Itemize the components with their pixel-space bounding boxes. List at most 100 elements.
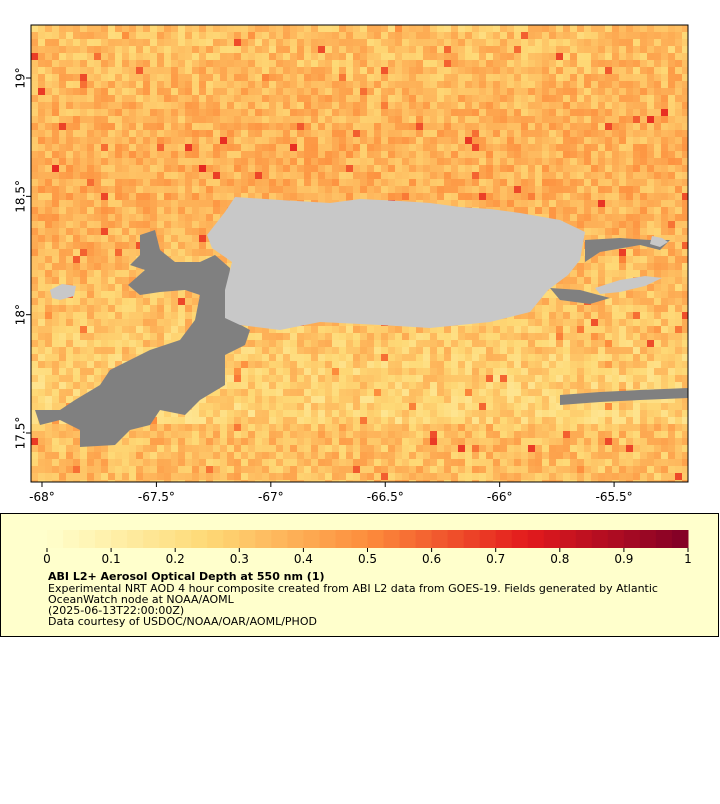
aod-pixel [290,102,297,109]
aod-pixel [227,116,234,123]
aod-pixel [549,116,556,123]
aod-pixel [444,144,451,151]
aod-pixel [220,186,227,193]
aod-pixel [227,186,234,193]
aod-pixel [318,74,325,81]
aod-pixel [66,270,73,277]
aod-pixel [31,81,38,88]
aod-pixel [381,151,388,158]
aod-pixel [605,172,612,179]
aod-pixel [444,95,451,102]
aod-pixel [73,319,80,326]
aod-pixel [248,67,255,74]
aod-pixel [241,81,248,88]
aod-pixel [430,172,437,179]
aod-pixel [654,95,661,102]
aod-pixel [437,200,444,207]
aod-pixel [150,95,157,102]
aod-pixel [542,389,549,396]
aod-pixel [143,67,150,74]
aod-pixel [605,354,612,361]
aod-pixel [619,256,626,263]
aod-pixel [199,165,206,172]
aod-pixel [430,88,437,95]
aod-pixel [409,158,416,165]
aod-pixel [451,200,458,207]
aod-pixel [654,228,661,235]
aod-pixel [227,200,234,207]
aod-pixel [52,179,59,186]
aod-pixel [269,53,276,60]
aod-pixel [31,74,38,81]
aod-pixel [605,130,612,137]
aod-pixel [101,158,108,165]
aod-pixel [416,137,423,144]
aod-pixel [31,326,38,333]
aod-pixel [45,25,52,32]
aod-pixel [101,116,108,123]
aod-pixel [73,95,80,102]
aod-pixel [283,354,290,361]
aod-pixel [297,382,304,389]
aod-pixel [269,333,276,340]
aod-pixel [675,305,682,312]
aod-pixel [682,249,688,256]
aod-pixel [486,347,493,354]
aod-pixel [591,102,598,109]
aod-pixel [381,109,388,116]
aod-pixel [514,88,521,95]
aod-pixel [668,186,675,193]
aod-pixel [535,172,542,179]
aod-pixel [493,144,500,151]
aod-pixel [38,32,45,39]
aod-pixel [479,67,486,74]
aod-pixel [577,165,584,172]
aod-pixel [248,151,255,158]
aod-pixel [45,53,52,60]
aod-pixel [570,361,577,368]
aod-pixel [556,382,563,389]
aod-pixel [668,214,675,221]
aod-pixel [38,207,45,214]
aod-pixel [549,347,556,354]
aod-pixel [94,347,101,354]
aod-pixel [346,74,353,81]
aod-pixel [598,25,605,32]
aod-pixel [332,102,339,109]
aod-pixel [241,389,248,396]
aod-pixel [374,74,381,81]
aod-pixel [542,151,549,158]
aod-pixel [549,305,556,312]
aod-pixel [52,277,59,284]
aod-pixel [325,340,332,347]
aod-pixel [283,137,290,144]
aod-pixel [143,53,150,60]
aod-pixel [577,109,584,116]
aod-pixel [605,214,612,221]
aod-pixel [297,46,304,53]
aod-pixel [570,25,577,32]
aod-pixel [220,130,227,137]
aod-pixel [661,270,668,277]
aod-pixel [507,137,514,144]
aod-pixel [367,116,374,123]
aod-pixel [248,179,255,186]
aod-pixel [136,347,143,354]
aod-pixel [199,186,206,193]
aod-pixel [80,67,87,74]
aod-pixel [157,151,164,158]
aod-pixel [52,39,59,46]
aod-pixel [654,221,661,228]
aod-pixel [493,158,500,165]
aod-pixel [612,291,619,298]
aod-pixel [654,109,661,116]
aod-pixel [612,116,619,123]
aod-pixel [542,382,549,389]
aod-pixel [416,102,423,109]
aod-pixel [276,123,283,130]
aod-pixel [101,179,108,186]
aod-pixel [94,179,101,186]
aod-pixel [409,123,416,130]
aod-pixel [563,179,570,186]
aod-pixel [101,256,108,263]
